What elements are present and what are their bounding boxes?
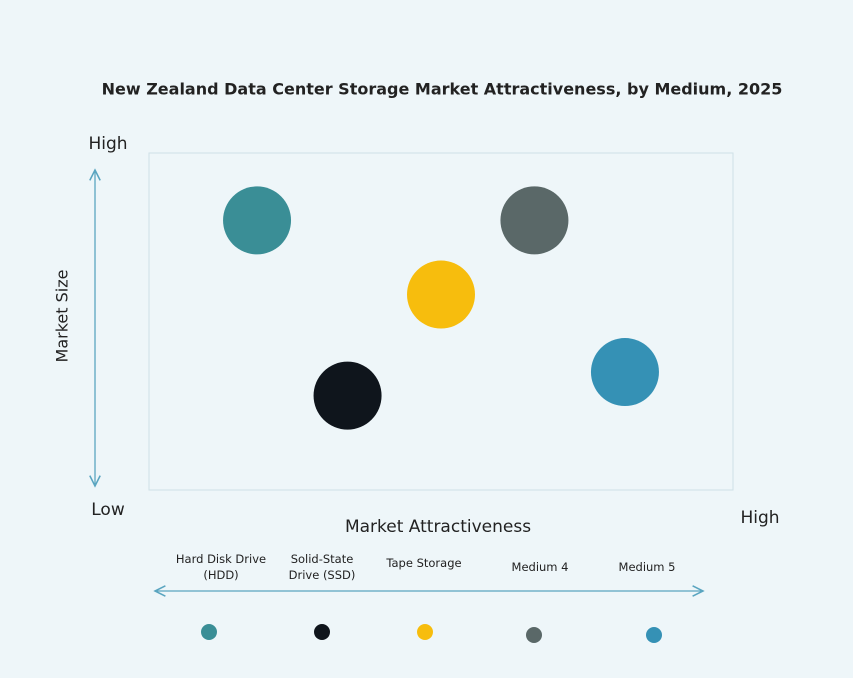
legend-label: Hard Disk Drive (HDD): [175, 552, 267, 582]
plot-frame: [148, 152, 734, 491]
legend-marker: [314, 624, 330, 640]
legend-label: Medium 4: [511, 560, 569, 574]
bubble: [590, 338, 659, 407]
bubble: [313, 361, 382, 430]
chart-title: New Zealand Data Center Storage Market A…: [102, 80, 783, 99]
y-axis-title: Market Size: [53, 270, 72, 363]
legend-label: Medium 5: [618, 560, 676, 574]
legend-marker: [526, 627, 542, 643]
legend-marker: [646, 627, 662, 643]
legend-label: Tape Storage: [386, 556, 462, 570]
legend-marker: [201, 624, 217, 640]
y-tick-label: Low: [91, 500, 125, 520]
bubble: [223, 186, 292, 255]
legend-marker: [417, 624, 433, 640]
bubble: [500, 186, 569, 255]
y-tick-label: High: [88, 134, 127, 154]
x-tick-label: High: [740, 508, 779, 528]
bubble: [407, 260, 475, 329]
legend-label: Solid-State Drive (SSD): [288, 552, 356, 582]
x-axis-title: Market Attractiveness: [345, 517, 531, 537]
